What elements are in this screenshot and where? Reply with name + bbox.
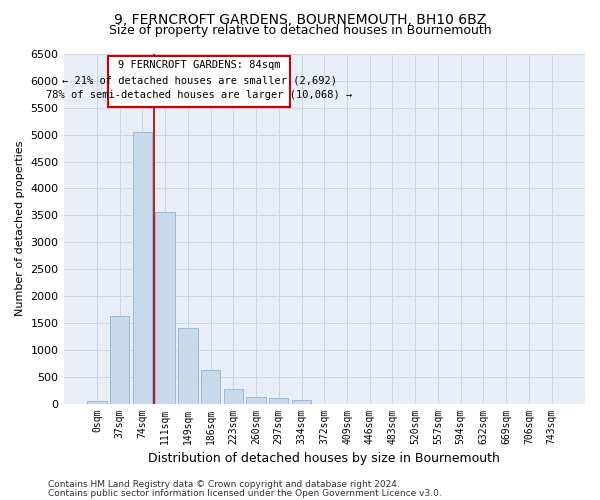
Bar: [247, 396, 266, 404]
Bar: [224, 389, 243, 404]
X-axis label: Distribution of detached houses by size in Bournemouth: Distribution of detached houses by size …: [148, 452, 500, 465]
Text: 9 FERNCROFT GARDENS: 84sqm: 9 FERNCROFT GARDENS: 84sqm: [118, 60, 280, 70]
Bar: [133, 132, 152, 404]
Text: Size of property relative to detached houses in Bournemouth: Size of property relative to detached ho…: [109, 24, 491, 37]
Bar: [201, 370, 220, 404]
Text: 9, FERNCROFT GARDENS, BOURNEMOUTH, BH10 6BZ: 9, FERNCROFT GARDENS, BOURNEMOUTH, BH10 …: [114, 12, 486, 26]
Bar: [178, 328, 197, 404]
FancyBboxPatch shape: [108, 56, 290, 107]
Text: Contains HM Land Registry data © Crown copyright and database right 2024.: Contains HM Land Registry data © Crown c…: [48, 480, 400, 489]
Y-axis label: Number of detached properties: Number of detached properties: [15, 141, 25, 316]
Bar: [292, 400, 311, 404]
Text: ← 21% of detached houses are smaller (2,692): ← 21% of detached houses are smaller (2,…: [62, 75, 337, 85]
Bar: [87, 400, 107, 404]
Text: Contains public sector information licensed under the Open Government Licence v3: Contains public sector information licen…: [48, 488, 442, 498]
Text: 78% of semi-detached houses are larger (10,068) →: 78% of semi-detached houses are larger (…: [46, 90, 352, 100]
Bar: [110, 316, 130, 404]
Bar: [155, 212, 175, 404]
Bar: [269, 398, 289, 404]
